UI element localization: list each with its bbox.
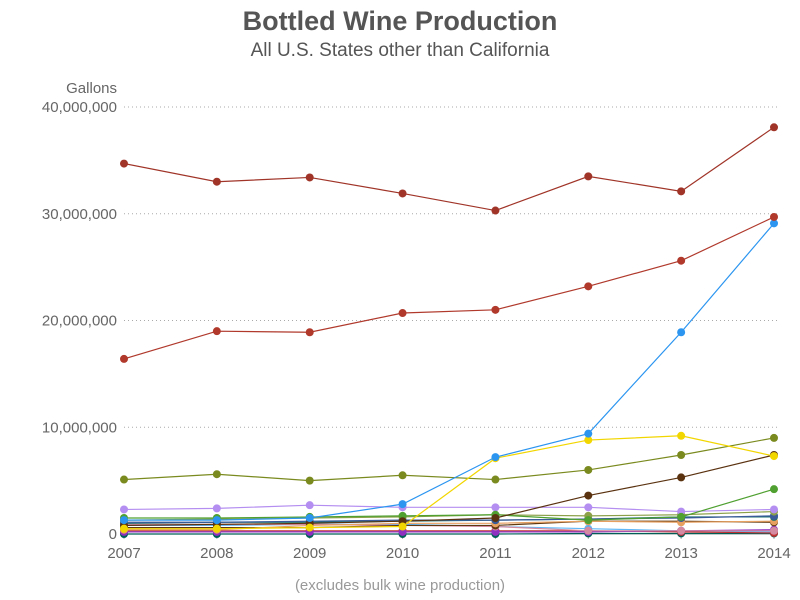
- data-point: [120, 475, 128, 484]
- series-line: [124, 222, 775, 521]
- chart-subtitle: All U.S. States other than California: [250, 40, 550, 61]
- data-point: [398, 189, 407, 198]
- data-point: [212, 516, 221, 525]
- data-point: [212, 504, 221, 513]
- x-tick-label: 2013: [664, 545, 697, 562]
- y-tick-label: 40,000,000: [42, 99, 117, 116]
- data-point: [770, 123, 778, 132]
- data-point: [770, 485, 778, 494]
- data-point: [491, 513, 500, 522]
- y-tick-label: 10,000,000: [42, 419, 117, 436]
- x-tick-label: 2007: [107, 545, 140, 562]
- data-point: [305, 501, 314, 510]
- data-point: [398, 522, 407, 531]
- x-tick-label: 2014: [757, 545, 790, 562]
- data-point: [770, 505, 778, 514]
- y-tick-label: 20,000,000: [42, 313, 117, 330]
- series-line: [123, 437, 775, 482]
- series-line: [124, 435, 775, 530]
- data-point: [212, 327, 221, 336]
- data-point: [584, 491, 593, 500]
- data-point: [584, 172, 593, 181]
- data-point: [491, 206, 500, 215]
- data-point: [120, 516, 128, 525]
- data-point: [584, 436, 593, 445]
- data-point: [770, 433, 778, 442]
- series-line: [123, 454, 775, 527]
- x-tick-label: 2010: [386, 545, 419, 562]
- chart-footnote: (excludes bulk wine production): [294, 577, 506, 594]
- series-line: [124, 532, 774, 535]
- data-point: [584, 282, 593, 291]
- data-point: [677, 512, 686, 521]
- data-point: [677, 473, 686, 482]
- data-point: [212, 524, 221, 533]
- data-point: [398, 500, 407, 509]
- data-point: [305, 328, 314, 337]
- data-point: [305, 476, 314, 485]
- chart-title: Bottled Wine Production: [242, 6, 558, 36]
- data-point: [120, 524, 128, 533]
- data-point: [398, 309, 407, 318]
- data-point: [305, 513, 314, 522]
- data-point: [491, 475, 500, 484]
- data-point: [212, 470, 221, 479]
- data-point: [491, 453, 500, 462]
- data-point: [677, 451, 686, 460]
- data-point: [305, 523, 314, 532]
- data-point: [120, 505, 128, 514]
- data-point: [677, 526, 686, 535]
- data-point: [212, 177, 221, 186]
- data-point: [398, 471, 407, 480]
- data-point: [770, 212, 778, 221]
- data-point: [677, 431, 686, 440]
- series-line: [124, 488, 775, 521]
- y-axis-label: Gallons: [66, 80, 117, 97]
- x-tick-label: 2011: [479, 545, 511, 562]
- series-line: [124, 520, 775, 529]
- data-point: [584, 465, 593, 474]
- data-point: [584, 503, 593, 512]
- series-line: [123, 216, 775, 360]
- data-point: [120, 354, 128, 363]
- data-point: [584, 516, 593, 525]
- series-line: [124, 530, 775, 534]
- y-tick-label: 30,000,000: [42, 206, 117, 223]
- data-point: [305, 173, 314, 182]
- data-point: [770, 452, 778, 461]
- series-line: [123, 504, 775, 513]
- data-point: [677, 187, 686, 196]
- data-point: [677, 256, 686, 265]
- data-point: [120, 159, 128, 168]
- data-point: [491, 503, 500, 512]
- data-point: [770, 526, 778, 535]
- x-tick-label: 2012: [572, 545, 605, 562]
- data-point: [584, 526, 593, 535]
- series-line: [123, 126, 775, 212]
- data-point: [584, 429, 593, 438]
- x-tick-label: 2009: [293, 545, 326, 562]
- data-point: [491, 305, 500, 314]
- data-point: [677, 328, 686, 337]
- y-tick-label: 0: [109, 526, 117, 543]
- x-tick-label: 2008: [200, 545, 233, 562]
- data-point: [770, 219, 778, 228]
